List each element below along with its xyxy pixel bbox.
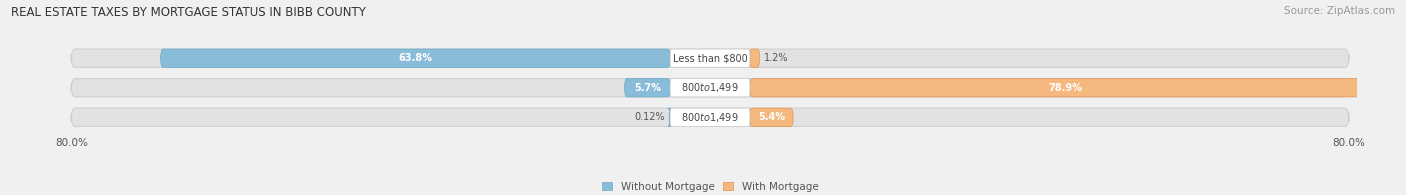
FancyBboxPatch shape — [72, 79, 1348, 97]
Text: 1.2%: 1.2% — [763, 53, 787, 63]
FancyBboxPatch shape — [72, 49, 1348, 67]
Text: $800 to $1,499: $800 to $1,499 — [682, 111, 738, 124]
Text: Source: ZipAtlas.com: Source: ZipAtlas.com — [1284, 6, 1395, 16]
FancyBboxPatch shape — [624, 79, 671, 97]
Text: 63.8%: 63.8% — [398, 53, 432, 63]
Legend: Without Mortgage, With Mortgage: Without Mortgage, With Mortgage — [602, 182, 818, 192]
FancyBboxPatch shape — [671, 108, 749, 126]
Text: 0.12%: 0.12% — [634, 112, 665, 122]
Text: $800 to $1,499: $800 to $1,499 — [682, 81, 738, 94]
FancyBboxPatch shape — [749, 49, 759, 67]
FancyBboxPatch shape — [160, 49, 671, 67]
FancyBboxPatch shape — [671, 79, 749, 97]
Text: REAL ESTATE TAXES BY MORTGAGE STATUS IN BIBB COUNTY: REAL ESTATE TAXES BY MORTGAGE STATUS IN … — [11, 6, 366, 19]
Text: 5.4%: 5.4% — [758, 112, 785, 122]
FancyBboxPatch shape — [668, 108, 672, 126]
Text: 78.9%: 78.9% — [1047, 83, 1081, 93]
FancyBboxPatch shape — [749, 79, 1379, 97]
FancyBboxPatch shape — [72, 108, 1348, 126]
Text: 5.7%: 5.7% — [634, 83, 661, 93]
FancyBboxPatch shape — [749, 108, 793, 126]
Text: Less than $800: Less than $800 — [672, 53, 748, 63]
FancyBboxPatch shape — [671, 49, 749, 67]
